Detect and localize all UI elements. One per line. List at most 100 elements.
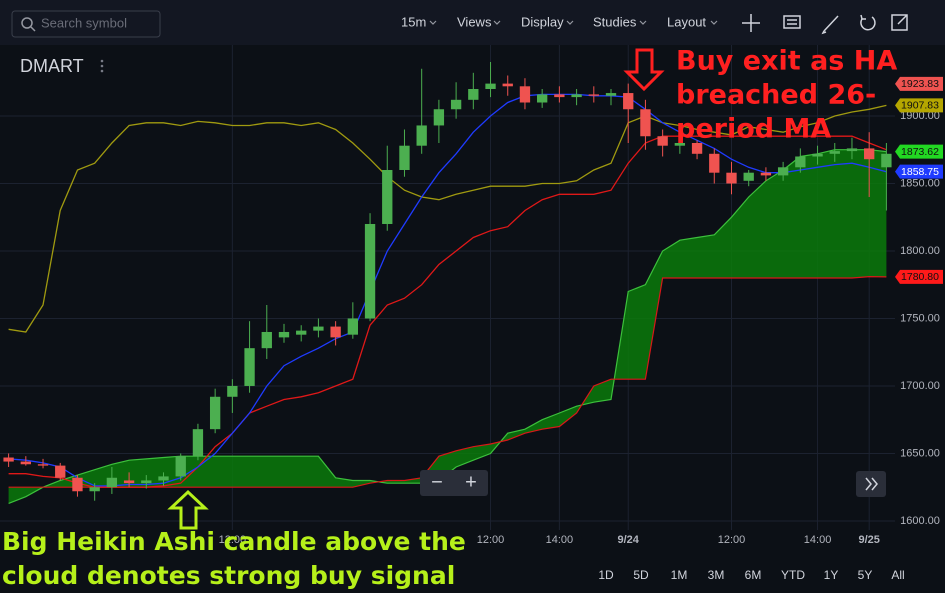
- candle-body: [502, 83, 513, 87]
- candle-body: [192, 429, 204, 457]
- range-button[interactable]: 1M: [671, 568, 688, 582]
- x-tick-label: 12:00: [477, 534, 505, 546]
- candle-body: [726, 172, 737, 184]
- range-button[interactable]: 3M: [708, 568, 725, 582]
- x-tick-label: 12:00: [718, 534, 746, 546]
- entry-arrow: [167, 489, 209, 530]
- candle-body: [881, 153, 892, 168]
- dropdown-carets: [429, 20, 718, 25]
- price-tag: [895, 269, 943, 284]
- menu-button[interactable]: Views: [457, 14, 492, 29]
- symbol-label: DMART: [20, 56, 84, 76]
- candle-body: [846, 148, 858, 152]
- y-tick-label: 1700.00: [900, 380, 940, 392]
- candle-body: [743, 172, 754, 181]
- indicator-line: [8, 93, 887, 487]
- zoom-in[interactable]: +: [465, 471, 477, 493]
- candle-body: [554, 94, 565, 98]
- annotation-text: breached 26-: [676, 80, 876, 111]
- range-button[interactable]: All: [891, 568, 904, 582]
- x-tick-label: 9/24: [618, 534, 640, 546]
- price-tag-label: 1907.83: [901, 100, 939, 112]
- zoom-out[interactable]: −: [431, 471, 443, 493]
- candle-body: [450, 99, 462, 110]
- search-box[interactable]: [11, 10, 161, 38]
- candle-body: [674, 142, 686, 146]
- candle-body: [55, 465, 66, 478]
- candle-body: [141, 480, 152, 484]
- candle-body: [209, 396, 221, 430]
- candle-body: [364, 223, 376, 319]
- price-tag-label: 1858.75: [901, 166, 939, 178]
- indicator-line: [8, 104, 887, 333]
- price-tag: [895, 164, 943, 179]
- menu-button[interactable]: Layout: [667, 14, 706, 29]
- range-button[interactable]: 5D: [633, 568, 649, 582]
- candle-body: [399, 145, 410, 170]
- range-button[interactable]: YTD: [781, 568, 805, 582]
- menu-button[interactable]: Display: [521, 14, 564, 29]
- candle-body: [760, 172, 772, 176]
- candle-body: [296, 330, 307, 335]
- candle-body: [416, 125, 427, 146]
- candle-body: [158, 476, 169, 481]
- x-tick-label: 12:00: [219, 534, 247, 546]
- x-tick-label: 14:00: [546, 534, 574, 546]
- candle-body: [795, 156, 806, 168]
- search-icon: [30, 26, 36, 32]
- toolbar-icons[interactable]: [742, 14, 908, 35]
- price-axis: [897, 45, 945, 530]
- candle-body: [89, 487, 100, 492]
- candle-body: [330, 326, 341, 338]
- candle-body: [382, 169, 393, 224]
- y-tick-label: 1650.00: [900, 447, 940, 459]
- price-tag: [895, 98, 943, 113]
- scroll-icon: [865, 477, 878, 491]
- candle-body: [106, 477, 118, 488]
- indicator-line: [8, 135, 887, 488]
- y-tick-label: 1750.00: [900, 312, 940, 324]
- candle-body: [244, 348, 255, 386]
- candle-body: [829, 151, 840, 154]
- candle-body: [278, 331, 290, 338]
- candle-body: [261, 331, 272, 349]
- candle-body: [313, 326, 324, 331]
- annotation-text: period MA: [676, 114, 831, 145]
- range-button[interactable]: 1D: [598, 568, 614, 582]
- candle-body: [123, 480, 135, 484]
- candle-body: [588, 94, 599, 96]
- candle-body: [777, 167, 789, 176]
- candle-body: [571, 94, 582, 98]
- candle-body: [519, 86, 531, 103]
- price-tag: [895, 144, 943, 159]
- range-button[interactable]: 6M: [745, 568, 762, 582]
- x-tick-label: 9/25: [858, 534, 879, 546]
- interval-button[interactable]: 15m: [401, 14, 426, 29]
- y-tick-label: 1800.00: [900, 245, 940, 257]
- range-button[interactable]: 5Y: [858, 568, 873, 582]
- candle-body: [347, 318, 358, 335]
- price-tag: [895, 76, 943, 91]
- range-button[interactable]: 1Y: [824, 568, 839, 582]
- cloud-fill: [8, 149, 887, 504]
- y-tick-label: 1600.00: [900, 515, 940, 527]
- menu-button[interactable]: Studies: [593, 14, 637, 29]
- symbol-menu[interactable]: [100, 59, 104, 73]
- price-tag-label: 1780.80: [901, 271, 939, 283]
- candle-body: [37, 464, 49, 466]
- candle-body: [468, 89, 479, 100]
- plot-area: 1600.00 1650.00 1700.00 1750.00 1800.00 1850.…: [0, 45, 945, 546]
- exit-arrow: [623, 48, 665, 92]
- candle-body: [72, 477, 83, 492]
- search-icon: [21, 17, 33, 29]
- candle-body: [709, 153, 720, 173]
- candle-body: [691, 142, 703, 154]
- y-tick-label: 1900.00: [900, 110, 940, 122]
- candle-body: [485, 83, 496, 90]
- candle-body: [175, 456, 186, 477]
- y-tick-label: 1850.00: [900, 177, 940, 189]
- candle-body: [3, 457, 14, 462]
- x-tick-label: 14:00: [804, 534, 832, 546]
